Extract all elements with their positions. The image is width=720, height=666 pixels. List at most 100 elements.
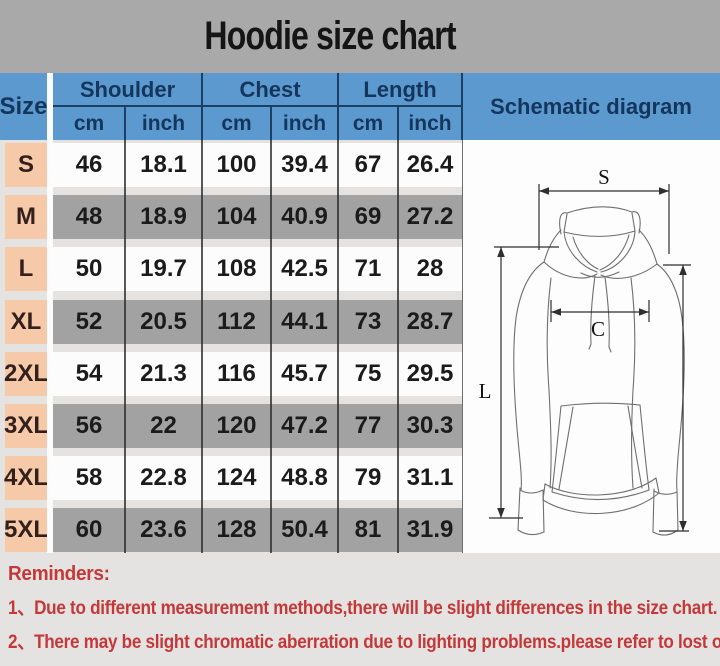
value-cell: 18.1 [125, 143, 202, 187]
unit-header-row: cm inch cm inch cm inch [53, 107, 462, 140]
value-cell: 30.3 [398, 403, 462, 448]
value-cell: 26.4 [398, 143, 462, 187]
size-table-body: S 46 18.1 100 39.4 67 26.4 M 48 18.9 104… [0, 140, 462, 553]
value-cell: 60 [53, 508, 125, 553]
dim-sleeve-arrow [659, 264, 691, 532]
header-column-divider [201, 73, 203, 140]
hoodie-schematic: S C L [479, 165, 691, 536]
value-cell: 44.1 [271, 299, 338, 344]
value-cell: 31.1 [398, 456, 462, 501]
value-cell: 31.9 [398, 508, 462, 553]
value-cell: 22.8 [125, 456, 202, 501]
value-cell: 29.5 [398, 351, 462, 396]
value-cell: 116 [202, 351, 271, 396]
column-divider [397, 140, 399, 553]
value-cell: 19.7 [125, 247, 202, 292]
value-cell: 128 [202, 508, 271, 553]
reminder-item: 1、Due to different measurement methods,t… [8, 598, 718, 619]
column-divider [124, 140, 126, 553]
value-cell: 71 [338, 247, 398, 292]
value-cell: 75 [338, 351, 398, 396]
value-cell: 120 [202, 403, 271, 448]
value-cell: 42.5 [271, 247, 338, 292]
value-cell: 40.9 [271, 195, 338, 240]
header-column-divider [461, 73, 463, 140]
value-cell: 58 [53, 456, 125, 501]
col-header-length-cm: cm [352, 111, 384, 135]
size-column-gap [47, 73, 53, 553]
value-cell: 67 [338, 143, 398, 187]
value-cell: 28 [398, 247, 462, 292]
column-divider [337, 140, 339, 553]
value-cell: 45.7 [271, 351, 338, 396]
value-cell: 56 [53, 403, 125, 448]
value-cell: 28.7 [398, 299, 462, 344]
col-group-chest: Chest [239, 76, 301, 102]
value-cell: 47.2 [271, 403, 338, 448]
table-row: M 48 18.9 104 40.9 69 27.2 [0, 195, 462, 240]
size-label: 3XL [4, 403, 48, 448]
value-cell: 48.8 [271, 456, 338, 501]
size-label: L [5, 247, 47, 292]
reminders-heading: Reminders: [8, 563, 110, 585]
value-cell: 50.4 [271, 508, 338, 553]
size-label: S [5, 143, 47, 187]
col-header-shoulder-inch: inch [141, 111, 186, 135]
reminders-section: Reminders: 1、Due to different measuremen… [0, 553, 720, 666]
value-cell: 77 [338, 403, 398, 448]
table-header-band: Size Shoulder Chest Length cm inch cm in… [0, 73, 720, 140]
table-row: 5XL 60 23.6 128 50.4 81 31.9 [0, 508, 462, 553]
value-cell: 69 [338, 195, 398, 240]
col-group-length: Length [363, 76, 437, 102]
value-cell: 73 [338, 299, 398, 344]
dim-shoulder-label: S [598, 165, 610, 189]
size-label: 4XL [4, 456, 48, 501]
value-cell: 22 [125, 403, 202, 448]
schematic-header: Schematic diagram [490, 93, 692, 119]
column-divider [201, 140, 203, 553]
hoodie-drawing [513, 206, 685, 536]
value-cell: 79 [338, 456, 398, 501]
value-cell: 54 [53, 351, 125, 396]
dim-chest-arrow: C [550, 300, 650, 341]
table-row: 4XL 58 22.8 124 48.8 79 31.1 [0, 456, 462, 501]
header-column-divider [397, 105, 399, 140]
dim-chest-label: C [591, 317, 605, 341]
size-label: M [5, 195, 47, 240]
table-row: 2XL 54 21.3 116 45.7 75 29.5 [0, 351, 462, 396]
col-header-length-inch: inch [408, 111, 452, 135]
value-cell: 21.3 [125, 351, 202, 396]
page-title: Hoodie size chart [204, 14, 456, 58]
dim-shoulder-arrow: S [538, 165, 670, 254]
header-column-divider [270, 105, 272, 140]
header-column-divider [124, 105, 126, 140]
table-row: L 50 19.7 108 42.5 71 28 [0, 247, 462, 292]
value-cell: 39.4 [271, 143, 338, 187]
reminder-item: 2、There may be slight chromatic aberrati… [8, 632, 720, 653]
value-cell: 27.2 [398, 195, 462, 240]
value-cell: 81 [338, 508, 398, 553]
table-row: S 46 18.1 100 39.4 67 26.4 [0, 143, 462, 187]
dim-length-arrow: L [479, 246, 559, 519]
col-header-chest-inch: inch [282, 111, 327, 135]
title-bar: Hoodie size chart [0, 0, 720, 73]
value-cell: 23.6 [125, 508, 202, 553]
column-divider [270, 140, 272, 553]
value-cell: 124 [202, 456, 271, 501]
header-column-divider [337, 73, 339, 140]
value-cell: 18.9 [125, 195, 202, 240]
value-cell: 112 [202, 299, 271, 344]
value-cell: 46 [53, 143, 125, 187]
size-label: 2XL [4, 351, 48, 396]
col-group-shoulder: Shoulder [79, 76, 176, 102]
col-header-shoulder-cm: cm [73, 111, 105, 135]
size-label: XL [5, 299, 47, 344]
value-cell: 48 [53, 195, 125, 240]
column-group-row: Shoulder Chest Length [53, 73, 462, 106]
value-cell: 100 [202, 143, 271, 187]
value-cell: 20.5 [125, 299, 202, 344]
table-row: 3XL 56 22 120 47.2 77 30.3 [0, 403, 462, 448]
col-header-chest-cm: cm [221, 111, 252, 135]
value-cell: 108 [202, 247, 271, 292]
